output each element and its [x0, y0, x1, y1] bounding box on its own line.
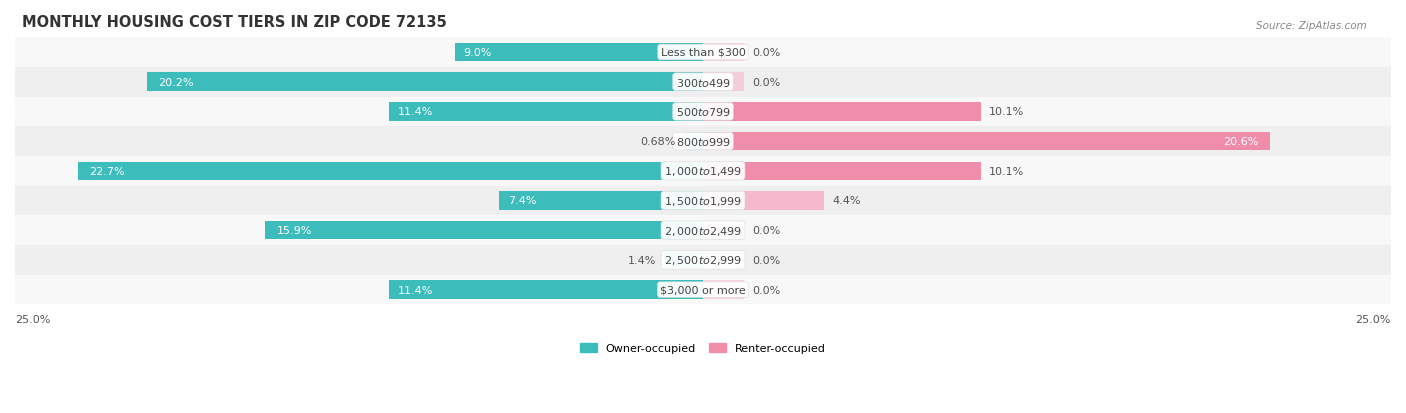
Bar [703, 251, 744, 269]
Text: $3,000 or more: $3,000 or more [661, 285, 745, 295]
Bar [15, 216, 1391, 245]
Text: $1,500 to $1,999: $1,500 to $1,999 [664, 195, 742, 207]
Text: 15.9%: 15.9% [277, 225, 312, 235]
Text: $1,000 to $1,499: $1,000 to $1,499 [664, 165, 742, 178]
Bar [703, 162, 981, 180]
Text: 7.4%: 7.4% [508, 196, 536, 206]
Text: 20.6%: 20.6% [1223, 137, 1258, 147]
Text: $800 to $999: $800 to $999 [675, 136, 731, 148]
Bar [389, 103, 703, 121]
Text: 22.7%: 22.7% [90, 166, 125, 176]
Text: 0.0%: 0.0% [752, 48, 780, 58]
Bar [15, 68, 1391, 97]
Bar [15, 275, 1391, 305]
Text: 20.2%: 20.2% [157, 78, 194, 88]
Text: $2,000 to $2,499: $2,000 to $2,499 [664, 224, 742, 237]
Bar [79, 162, 703, 180]
Text: $500 to $799: $500 to $799 [675, 106, 731, 118]
Bar [499, 192, 703, 210]
Bar [703, 44, 744, 62]
Bar [685, 133, 703, 151]
Bar [703, 133, 1270, 151]
Text: 0.0%: 0.0% [752, 285, 780, 295]
Text: Source: ZipAtlas.com: Source: ZipAtlas.com [1256, 21, 1367, 31]
Bar [703, 103, 981, 121]
Bar [665, 251, 703, 269]
Bar [703, 281, 744, 299]
Text: 10.1%: 10.1% [990, 107, 1025, 117]
Text: 0.0%: 0.0% [752, 225, 780, 235]
Bar [15, 245, 1391, 275]
Bar [703, 73, 744, 92]
Bar [456, 44, 703, 62]
Text: 11.4%: 11.4% [398, 285, 433, 295]
Text: 1.4%: 1.4% [628, 255, 657, 265]
Text: 9.0%: 9.0% [464, 48, 492, 58]
Bar [15, 157, 1391, 186]
Text: 11.4%: 11.4% [398, 107, 433, 117]
Text: 10.1%: 10.1% [990, 166, 1025, 176]
Text: $2,500 to $2,999: $2,500 to $2,999 [664, 254, 742, 267]
Text: 25.0%: 25.0% [15, 314, 51, 324]
Bar [703, 192, 824, 210]
Legend: Owner-occupied, Renter-occupied: Owner-occupied, Renter-occupied [576, 339, 830, 358]
Text: 0.0%: 0.0% [752, 78, 780, 88]
Text: 4.4%: 4.4% [832, 196, 860, 206]
Text: 0.68%: 0.68% [641, 137, 676, 147]
Text: MONTHLY HOUSING COST TIERS IN ZIP CODE 72135: MONTHLY HOUSING COST TIERS IN ZIP CODE 7… [22, 15, 447, 30]
Bar [703, 221, 744, 240]
Text: 25.0%: 25.0% [1355, 314, 1391, 324]
Bar [15, 127, 1391, 157]
Bar [15, 97, 1391, 127]
Bar [148, 73, 703, 92]
Bar [15, 38, 1391, 68]
Text: 0.0%: 0.0% [752, 255, 780, 265]
Text: Less than $300: Less than $300 [661, 48, 745, 58]
Text: $300 to $499: $300 to $499 [675, 76, 731, 88]
Bar [389, 281, 703, 299]
Bar [266, 221, 703, 240]
Bar [15, 186, 1391, 216]
